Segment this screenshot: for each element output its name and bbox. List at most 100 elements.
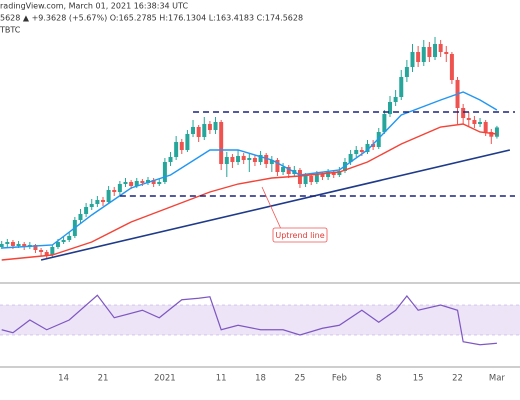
annotation: Uptrend line (275, 231, 324, 240)
candle-body (478, 122, 483, 124)
x-tick-label: 21 (98, 374, 109, 384)
candle-body (224, 157, 229, 164)
candle-body (100, 200, 105, 202)
candle-body (258, 155, 263, 162)
x-tick-label: 2021 (154, 374, 176, 384)
candle-body (449, 54, 454, 80)
candle-body (326, 172, 331, 177)
candle-body (230, 157, 235, 162)
candle-body (416, 52, 421, 62)
candle-body (5, 242, 10, 244)
candle-body (393, 97, 398, 102)
candle-body (10, 242, 15, 246)
candle-body (354, 150, 359, 154)
candle-body (309, 176, 314, 182)
annotation-pointer (261, 186, 282, 230)
candle-body (39, 250, 44, 252)
x-tick-label: 8 (376, 374, 381, 384)
candle-body (219, 122, 224, 164)
x-tick-label: Feb (332, 374, 347, 384)
candle-body (337, 171, 342, 175)
candle-body (359, 150, 364, 152)
candle-body (331, 172, 336, 175)
candle-body (489, 132, 494, 137)
x-tick-label: Mar (489, 374, 506, 384)
moving-average (1, 123, 498, 261)
annotation-box (272, 227, 328, 243)
candle-body (0, 244, 4, 247)
candle-body (388, 102, 392, 114)
candle-body (179, 142, 184, 150)
rsi-line (1, 294, 497, 346)
candle-body (44, 252, 49, 255)
candle-body (151, 180, 156, 184)
candle-body (433, 44, 438, 57)
candle-body (494, 127, 499, 137)
price-pane (0, 37, 515, 261)
x-tick-label: 22 (452, 374, 463, 384)
x-tick-label: 25 (295, 374, 306, 384)
candle-body (281, 167, 286, 172)
candle-body (399, 77, 404, 97)
rsi-band (0, 305, 520, 335)
header: radingView.com, March 01, 2021 16:38:34 … (0, 2, 188, 11)
candle-body (84, 207, 89, 214)
ohlc-header: 5628 ▲ +9.3628 (+5.67%) O:165.2785 H:176… (0, 14, 303, 23)
candle-body (207, 124, 212, 130)
candle-body (95, 200, 100, 204)
candle-body (297, 170, 302, 184)
candle-body (382, 114, 387, 132)
candle-body (376, 132, 381, 147)
candle-body (89, 204, 94, 207)
candle-body (365, 144, 370, 152)
candle-body (213, 122, 218, 130)
candle-body (22, 244, 27, 247)
candle-body (78, 214, 83, 220)
candle-body (168, 157, 173, 162)
candle-body (123, 182, 128, 184)
candle-body (146, 180, 151, 183)
candle-body (117, 184, 122, 192)
candle-body (269, 160, 274, 164)
candle-body (348, 154, 353, 162)
candle-body (196, 127, 201, 137)
candle-body (191, 127, 196, 134)
candle-body (16, 244, 21, 246)
x-tick-label: 15 (413, 374, 424, 384)
candle-body (438, 44, 443, 52)
candle-body (61, 240, 66, 242)
moving-average (1, 91, 498, 249)
candle-body (33, 245, 38, 250)
rsi-pane (0, 294, 520, 346)
candle-body (444, 52, 449, 54)
candle-body (50, 247, 55, 255)
candle-body (314, 174, 319, 182)
symbol: TBTC (0, 26, 21, 35)
x-tick-label: 11 (216, 374, 227, 384)
candle-body (202, 124, 207, 137)
candle-body (371, 144, 376, 147)
candle-body (106, 190, 111, 202)
candle-body (247, 158, 252, 160)
candle-body (483, 122, 488, 132)
trendline (40, 149, 511, 261)
candle-body (286, 167, 291, 174)
candle-body (264, 155, 269, 164)
candle-body (466, 118, 471, 120)
candle-body (320, 174, 325, 177)
candle-body (252, 158, 257, 162)
candle-body (140, 181, 145, 183)
candle-body (404, 67, 409, 77)
x-tick-label: 14 (58, 374, 69, 384)
candle-body (427, 47, 432, 57)
candle-body (174, 142, 179, 157)
candle-body (421, 47, 426, 62)
candle-body (67, 236, 72, 240)
candle-body (236, 156, 241, 162)
candle-body (275, 160, 280, 172)
x-tick-label: 18 (255, 374, 266, 384)
candle-body (129, 182, 134, 186)
candle-body (241, 156, 246, 160)
candle-body (157, 182, 162, 184)
